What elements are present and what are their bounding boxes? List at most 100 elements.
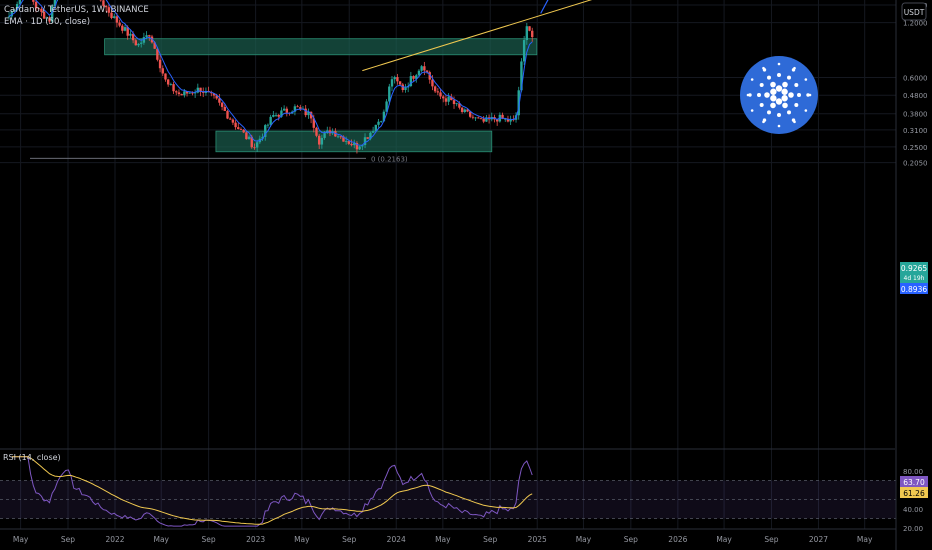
logo-dot xyxy=(806,93,810,97)
candle-body xyxy=(293,106,297,112)
grid xyxy=(0,0,896,529)
candle-body xyxy=(13,9,16,12)
logo-dot xyxy=(759,83,764,87)
rsi-legend[interactable]: RSI (14, close) xyxy=(3,453,61,462)
candle-body xyxy=(504,118,507,120)
logo-dot xyxy=(770,102,776,109)
candle-body xyxy=(425,70,429,73)
time-tick-label: Sep xyxy=(342,535,356,544)
rsi-axis[interactable]: 80.00 40.00 20.00 xyxy=(903,468,923,533)
logo-dot xyxy=(787,75,791,80)
candle-body xyxy=(296,106,299,108)
ema-legend[interactable]: EMA · 1D (50, close) xyxy=(4,17,90,27)
candle-body xyxy=(509,119,512,122)
candle-body xyxy=(242,129,245,133)
candle-body xyxy=(139,42,143,44)
currency-button[interactable]: USDT xyxy=(901,2,927,21)
candle-body xyxy=(10,11,13,17)
candle-body xyxy=(245,132,248,140)
price-axis[interactable]: 9.00007.00005.50004.50003.70002.90002.30… xyxy=(903,0,928,168)
candle-body xyxy=(15,4,19,10)
projection-path[interactable] xyxy=(540,0,607,14)
time-tick-label: Sep xyxy=(202,535,216,544)
logo-dot xyxy=(794,103,799,107)
candle-body xyxy=(180,94,183,96)
candle-body xyxy=(309,111,313,119)
logo-dot xyxy=(759,103,764,107)
candle-body xyxy=(142,37,146,43)
candle-body xyxy=(153,42,156,49)
candle-body xyxy=(442,96,445,99)
candle-body xyxy=(255,142,259,148)
rsi-tick-label: 80.00 xyxy=(903,468,923,476)
candle-body xyxy=(250,136,253,148)
candle-body xyxy=(323,133,326,138)
logo-dot xyxy=(788,92,794,98)
candle-body xyxy=(188,92,191,94)
candle-body xyxy=(304,108,307,116)
rsi-grid xyxy=(0,480,896,519)
candle-body xyxy=(398,81,402,85)
candle-body xyxy=(344,141,348,142)
candle-body xyxy=(223,106,226,111)
time-tick-label: Sep xyxy=(61,535,75,544)
time-tick-label: 2026 xyxy=(668,535,687,544)
candle-body xyxy=(382,111,386,122)
support-zone xyxy=(104,38,538,56)
candles[interactable] xyxy=(7,0,534,154)
logo-dot xyxy=(777,62,781,66)
last-price-badge: 0.9265 4d 19h xyxy=(900,262,928,283)
time-tick-label: Sep xyxy=(764,535,778,544)
candle-body xyxy=(501,114,504,119)
candle-body xyxy=(145,35,148,38)
logo-dot xyxy=(781,88,788,95)
candle-body xyxy=(339,136,342,138)
time-tick-label: 2025 xyxy=(528,535,547,544)
candle-body xyxy=(447,96,450,102)
logo-dot xyxy=(781,95,788,102)
candle-body xyxy=(185,91,189,94)
candle-body xyxy=(115,16,119,23)
candle-body xyxy=(274,114,278,116)
candle-body xyxy=(264,125,267,137)
rsi-ma-line xyxy=(11,456,533,525)
time-axis[interactable]: May Sep 2022 May Sep 2023 May Sep 2024 May Sep 2025… xyxy=(13,535,873,544)
price-tick-label: 1.2000 xyxy=(903,20,928,28)
candle-body xyxy=(40,8,43,12)
candle-body xyxy=(48,17,51,22)
candle-body xyxy=(193,92,197,94)
symbol-title[interactable]: Cardano / TetherUS, 1W, BINANCE xyxy=(4,5,149,15)
logo-dot xyxy=(808,93,812,97)
candle-body xyxy=(172,84,175,92)
candle-body xyxy=(156,48,159,60)
candle-body xyxy=(118,22,121,26)
candle-body xyxy=(320,137,324,145)
candle-body xyxy=(385,101,388,112)
currency-label: USDT xyxy=(904,8,925,17)
candle-body xyxy=(361,144,364,147)
logo-dot xyxy=(770,81,776,88)
logo-dot xyxy=(793,66,796,70)
logo-dot xyxy=(787,110,791,115)
candle-body xyxy=(315,127,318,136)
candle-body xyxy=(409,76,413,87)
candle-body xyxy=(479,118,483,120)
candle-body xyxy=(110,12,113,18)
candle-body xyxy=(126,27,129,36)
candle-body xyxy=(220,102,224,107)
time-tick-label: 2022 xyxy=(105,535,124,544)
logo-dot xyxy=(762,120,765,124)
candle-body xyxy=(431,79,434,87)
candle-body xyxy=(363,137,367,145)
candle-body xyxy=(355,143,359,150)
trendline[interactable] xyxy=(362,0,647,72)
candle-body xyxy=(177,92,181,95)
candle-body xyxy=(51,6,54,22)
candle-body xyxy=(390,79,394,87)
cardano-logo-icon xyxy=(740,56,818,134)
candle-body xyxy=(32,0,35,2)
candle-body xyxy=(37,8,40,10)
candle-body xyxy=(366,137,369,139)
candle-body xyxy=(191,92,194,94)
